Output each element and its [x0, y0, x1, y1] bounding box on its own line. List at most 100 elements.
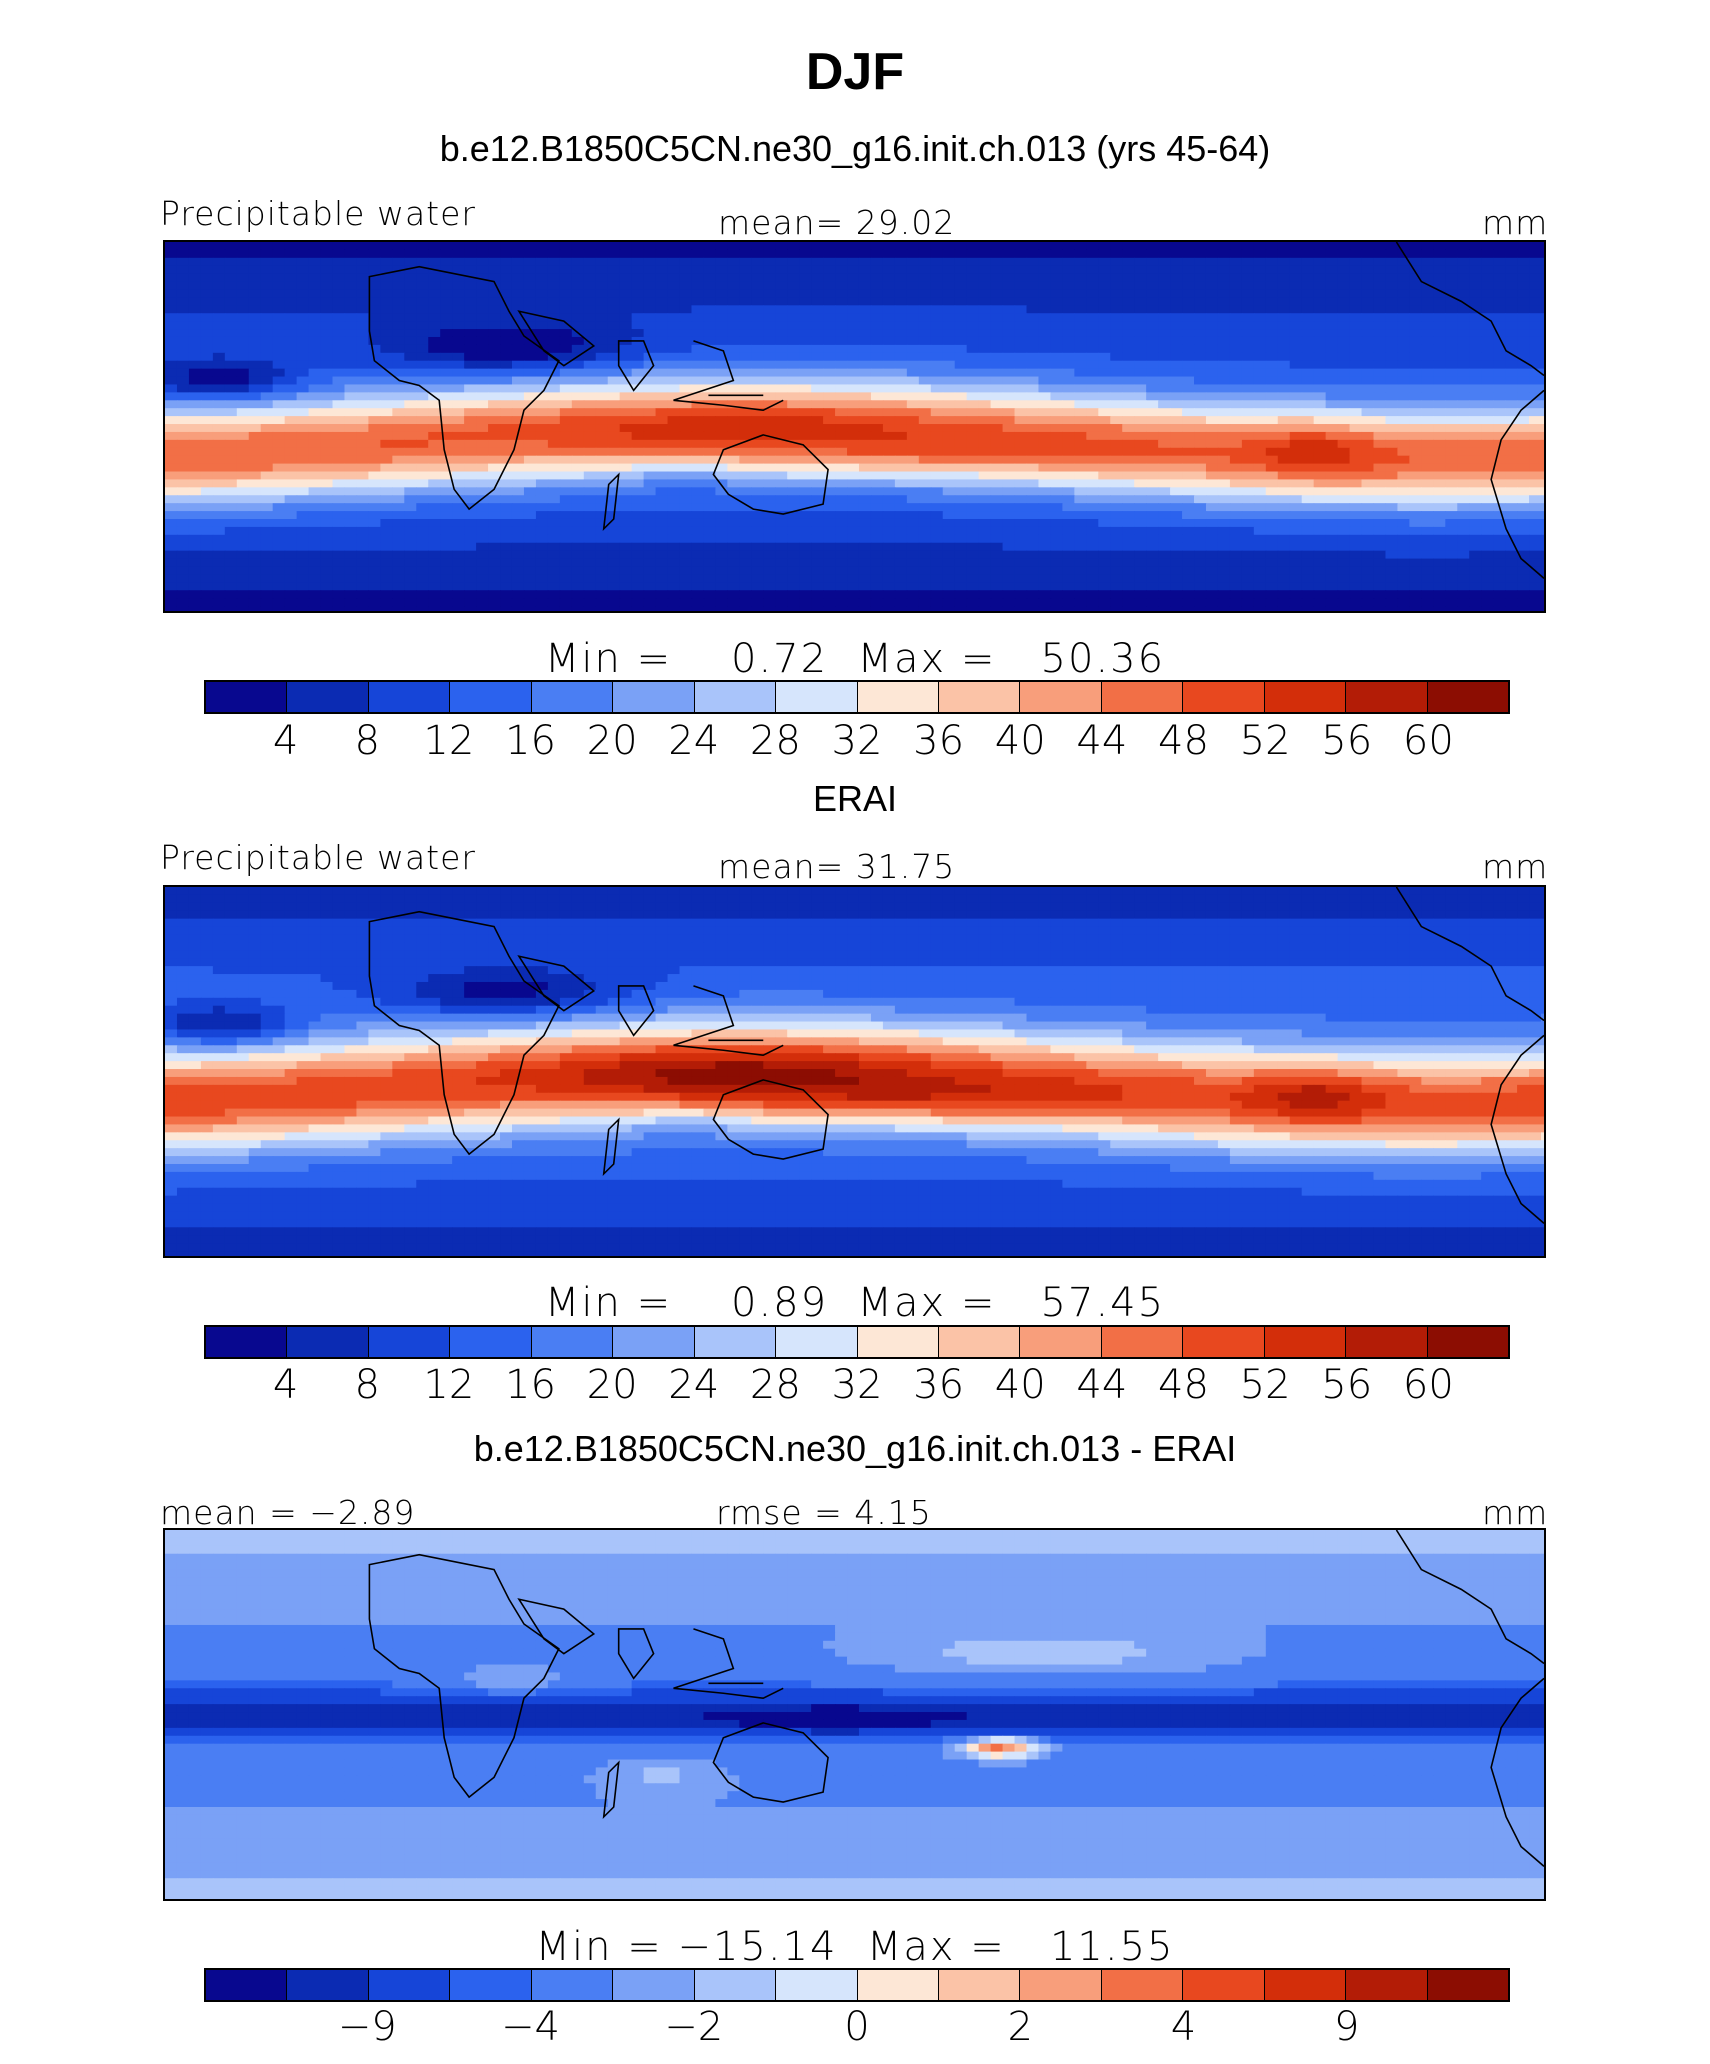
colorbar-tick-label: 36 — [913, 1362, 965, 1408]
colorbar-cell — [938, 1327, 1021, 1357]
colorbar-tick-label: 8 — [354, 1362, 380, 1408]
panel-1-subtitle: b.e12.B1850C5CN.ne30_g16.init.ch.013 (yr… — [439, 128, 1271, 169]
colorbar-cell — [776, 1327, 858, 1357]
colorbar-tick-label: 48 — [1158, 1362, 1209, 1408]
colorbar-tick-label: 0 — [844, 2004, 870, 2050]
colorbar-cell — [1346, 1327, 1428, 1357]
colorbar-tick-label: 2 — [1007, 2004, 1033, 2050]
colorbar-tick-label: 56 — [1321, 1362, 1373, 1408]
colorbar-cell — [531, 1970, 614, 2000]
colorbar-tick-label: −2 — [664, 2004, 724, 2050]
colorbar-cell — [1183, 1327, 1265, 1357]
colorbar-cell — [857, 1327, 939, 1357]
panel-2-map — [163, 885, 1546, 1258]
panel-1-variable-label: Precipitable water — [160, 194, 476, 233]
colorbar-cell — [613, 1327, 695, 1357]
colorbar-tick-label: 24 — [668, 1362, 720, 1408]
colorbar-cell — [206, 1970, 288, 2000]
colorbar-cell — [368, 1970, 451, 2000]
colorbar-tick-label: 20 — [586, 718, 638, 764]
colorbar-cell — [613, 1970, 695, 2000]
panel-3-mean-label: mean = −2.89 — [160, 1493, 416, 1532]
colorbar-cell — [1427, 1970, 1508, 2000]
colorbar-tick-label: 36 — [913, 718, 965, 764]
panel-2-subtitle: ERAI — [812, 778, 898, 819]
colorbar-tick-label: 32 — [831, 718, 883, 764]
colorbar-cell — [450, 682, 532, 712]
panel-2-map-plot — [165, 887, 1544, 1256]
colorbar-tick-label: 48 — [1158, 718, 1209, 764]
panel-2-colorbar — [204, 1325, 1510, 1359]
panel-1-map-plot — [165, 242, 1544, 611]
colorbar-tick-label: 44 — [1076, 718, 1128, 764]
colorbar-cell — [694, 1327, 777, 1357]
colorbar-cell — [287, 1970, 369, 2000]
panel-3-subtitle: b.e12.B1850C5CN.ne30_g16.init.ch.013 - E… — [473, 1428, 1237, 1469]
colorbar-tick-label: 44 — [1076, 1362, 1128, 1408]
colorbar-cell — [938, 1970, 1021, 2000]
colorbar-tick-label: 4 — [1170, 2004, 1197, 2050]
colorbar-cell — [1264, 682, 1347, 712]
panel-1-colorbar-ticks: 4 8 12 16 20 24 28 32 36 40 44 48 52 56 60 — [204, 718, 1510, 764]
colorbar-cell — [1264, 1970, 1347, 2000]
colorbar-tick-label: 28 — [749, 1362, 801, 1408]
colorbar-tick-label: −9 — [337, 2004, 397, 2050]
colorbar-tick-label: 52 — [1239, 1362, 1291, 1408]
colorbar-cell — [287, 1327, 369, 1357]
colorbar-cell — [1020, 682, 1102, 712]
colorbar-tick-label: 52 — [1239, 718, 1291, 764]
panel-2-units-label: mm — [1482, 847, 1549, 886]
colorbar-cell — [368, 682, 451, 712]
panel-3-colorbar — [204, 1968, 1510, 2002]
colorbar-tick-label: 32 — [831, 1362, 883, 1408]
panel-3-colorbar-ticks: −9 −4 −2 0 2 4 9 — [204, 2004, 1510, 2050]
panel-2-variable-label: Precipitable water — [160, 838, 476, 877]
colorbar-cell — [1183, 1970, 1265, 2000]
colorbar-cell — [1427, 1327, 1508, 1357]
colorbar-cell — [776, 1970, 858, 2000]
colorbar-tick-label: 28 — [749, 718, 801, 764]
panel-2-colorbar-ticks: 4 8 12 16 20 24 28 32 36 40 44 48 52 56 60 — [204, 1362, 1510, 1408]
colorbar-cell — [1346, 1970, 1428, 2000]
colorbar-cell — [1183, 682, 1265, 712]
colorbar-cell — [450, 1970, 532, 2000]
panel-3-min-max: Min = −15.14 Max = 11.55 — [535, 1924, 1175, 1970]
colorbar-tick-label: −4 — [501, 2004, 560, 2050]
colorbar-cell — [531, 682, 614, 712]
colorbar-cell — [1101, 1970, 1184, 2000]
colorbar-cell — [694, 1970, 777, 2000]
panel-1-map — [163, 240, 1546, 613]
colorbar-cell — [1427, 682, 1508, 712]
main-title: DJF — [805, 43, 905, 101]
colorbar-cell — [450, 1327, 532, 1357]
colorbar-cell — [857, 682, 939, 712]
colorbar-tick-label: 60 — [1402, 1362, 1454, 1408]
colorbar-tick-label: 40 — [994, 1362, 1046, 1408]
colorbar-cell — [206, 682, 288, 712]
colorbar-tick-label: 16 — [505, 1362, 556, 1408]
panel-2-mean-label: mean= 31.75 — [718, 847, 956, 886]
panel-3-units-label: mm — [1482, 1493, 1549, 1532]
colorbar-cell — [938, 682, 1021, 712]
colorbar-cell — [857, 1970, 939, 2000]
colorbar-cell — [287, 682, 369, 712]
colorbar-tick-label: 9 — [1334, 2004, 1360, 2050]
colorbar-tick-label: 40 — [994, 718, 1046, 764]
colorbar-cell — [694, 682, 777, 712]
colorbar-cell — [776, 682, 858, 712]
panel-1-colorbar — [204, 680, 1510, 714]
panel-3-map-plot — [165, 1530, 1544, 1899]
panel-1-min-max: Min = 0.72 Max = 50.36 — [544, 636, 1166, 682]
colorbar-cell — [1346, 682, 1428, 712]
colorbar-cell — [613, 682, 695, 712]
colorbar-tick-label: 8 — [354, 718, 380, 764]
colorbar-tick-label: 24 — [668, 718, 720, 764]
colorbar-tick-label: 4 — [272, 718, 299, 764]
colorbar-tick-label: 56 — [1321, 718, 1373, 764]
colorbar-cell — [1020, 1327, 1102, 1357]
panel-3-map — [163, 1528, 1546, 1901]
panel-3-rmse-label: rmse = 4.15 — [716, 1493, 932, 1532]
colorbar-tick-label: 20 — [586, 1362, 638, 1408]
panel-1-mean-label: mean= 29.02 — [718, 203, 956, 242]
colorbar-tick-label: 16 — [505, 718, 556, 764]
